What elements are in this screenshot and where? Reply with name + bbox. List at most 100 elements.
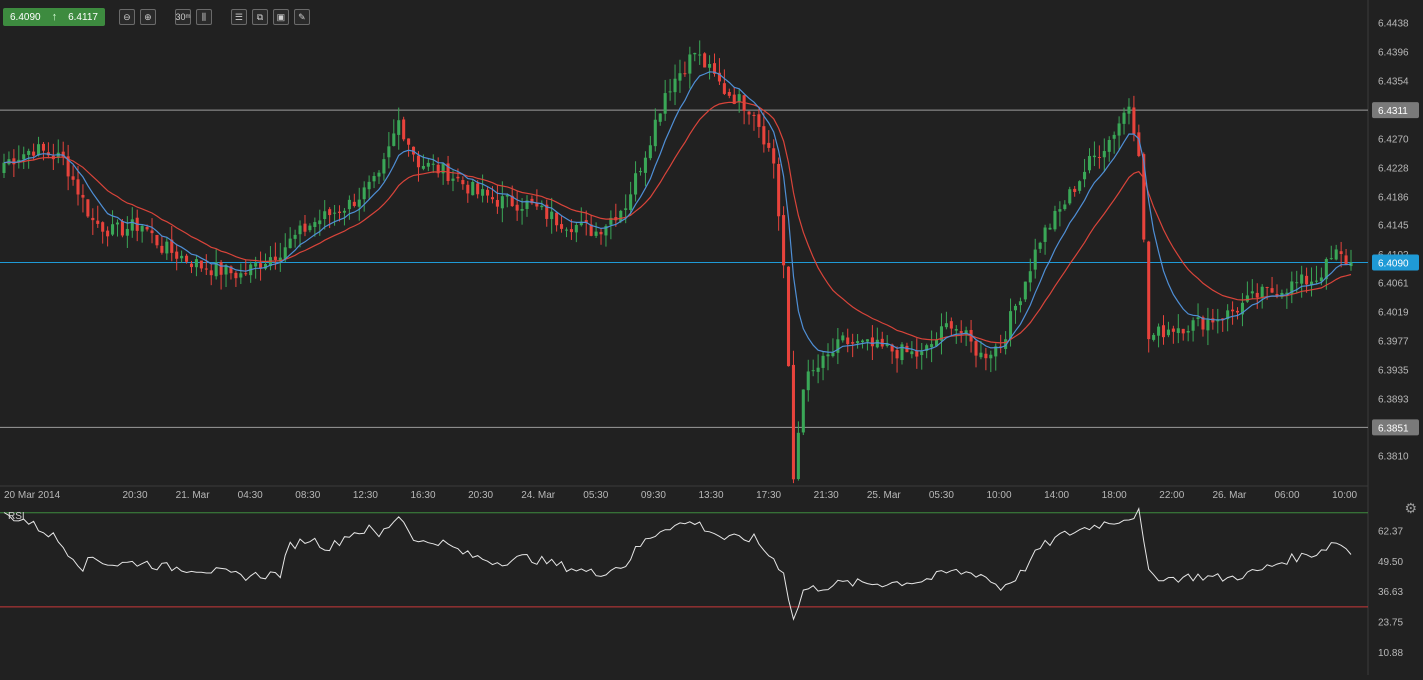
candle-body <box>1152 334 1156 340</box>
candle <box>1349 249 1353 271</box>
timeframe-icon[interactable]: 30 m <box>174 9 191 25</box>
candle-body <box>1117 123 1121 136</box>
candle <box>540 200 544 211</box>
candle-body <box>1309 281 1314 286</box>
candle <box>762 112 766 153</box>
candle-body <box>333 212 337 214</box>
candle <box>1053 205 1057 232</box>
candle <box>120 219 124 238</box>
candle-body <box>1295 282 1299 284</box>
time-tick-label: 10:00 <box>1332 490 1357 501</box>
candle-body <box>407 138 411 145</box>
candle <box>1240 293 1244 327</box>
candle-body <box>564 229 569 231</box>
candle <box>801 389 805 436</box>
candle <box>959 320 963 343</box>
candle-body <box>298 225 302 235</box>
candle <box>747 110 751 125</box>
candle-body <box>737 94 741 103</box>
candle-body <box>1166 329 1170 336</box>
candle <box>964 326 968 347</box>
candle <box>1038 241 1042 254</box>
objects-icon[interactable]: ⧉ <box>251 9 268 25</box>
candle-body <box>1013 305 1018 311</box>
candle <box>663 79 667 121</box>
candle-body <box>486 189 490 196</box>
arrow-up-icon: ↑ <box>51 11 58 23</box>
candle-body <box>673 78 677 93</box>
candle-body <box>569 229 573 233</box>
candle <box>91 208 95 235</box>
candle-body <box>288 238 292 249</box>
candle-body <box>589 224 593 236</box>
candle-body <box>1142 154 1146 240</box>
candle-body <box>777 163 781 217</box>
indicators-icon[interactable]: ☰ <box>230 9 247 25</box>
candle-body <box>194 259 198 268</box>
candle-body <box>382 159 386 174</box>
candle-body <box>431 163 435 165</box>
time-tick-label: 25. Mar <box>867 490 902 501</box>
candle-body <box>1196 317 1200 319</box>
candle-body <box>1004 339 1008 349</box>
quote-badge[interactable]: 6.4090 ↑ 6.4117 <box>3 8 105 26</box>
candle <box>86 199 90 218</box>
time-tick-label: 14:00 <box>1044 490 1069 501</box>
candle <box>1171 325 1175 344</box>
price-tick-label: 6.4354 <box>1378 76 1409 87</box>
candle <box>337 205 342 222</box>
candles-icon[interactable]: ⫼ <box>195 9 212 25</box>
candle <box>244 259 248 277</box>
candle <box>1142 152 1146 243</box>
candle <box>249 261 253 283</box>
candle <box>989 350 993 373</box>
slow-moving-average-line <box>3 101 1352 344</box>
screenshot-icon[interactable]: ▣ <box>272 9 289 25</box>
candle <box>520 198 524 225</box>
candle-body <box>836 339 840 353</box>
candle <box>382 152 386 181</box>
candle <box>219 259 223 290</box>
candle <box>984 347 988 371</box>
candle-body <box>865 339 869 342</box>
candle <box>653 108 657 152</box>
candle-body <box>1329 258 1333 260</box>
candle-body <box>584 220 588 223</box>
candle <box>1191 317 1195 342</box>
candle <box>777 157 781 231</box>
candle <box>170 225 174 262</box>
candle <box>150 218 154 244</box>
candle <box>1176 314 1180 344</box>
candle-body <box>1171 328 1175 332</box>
candle <box>727 88 731 99</box>
candles <box>2 40 1353 484</box>
candle <box>1206 307 1210 346</box>
candle-body <box>263 263 268 269</box>
candle-body <box>185 255 189 262</box>
zoom-in-icon[interactable]: ⊕ <box>139 9 156 25</box>
candle <box>831 338 835 358</box>
candle <box>451 170 455 192</box>
candle-body <box>1314 280 1318 282</box>
candle <box>594 222 598 238</box>
candle-body <box>37 144 41 156</box>
rsi-tick-label: 62.37 <box>1378 527 1403 538</box>
candle <box>471 179 475 196</box>
candle-body <box>1083 171 1087 180</box>
candle <box>2 153 6 178</box>
zoom-out-icon[interactable]: ⊖ <box>118 9 135 25</box>
candle <box>1196 303 1200 327</box>
draw-icon[interactable]: ✎ <box>293 9 310 25</box>
candle <box>431 154 435 173</box>
settings-icon[interactable]: ⚙ <box>1404 500 1417 516</box>
candle-body <box>170 239 174 253</box>
candle <box>1324 257 1328 290</box>
candle-body <box>91 217 95 221</box>
candle <box>22 146 26 169</box>
candle <box>293 229 297 248</box>
candle <box>135 209 139 242</box>
candle <box>1043 224 1047 255</box>
candle <box>1068 186 1072 206</box>
